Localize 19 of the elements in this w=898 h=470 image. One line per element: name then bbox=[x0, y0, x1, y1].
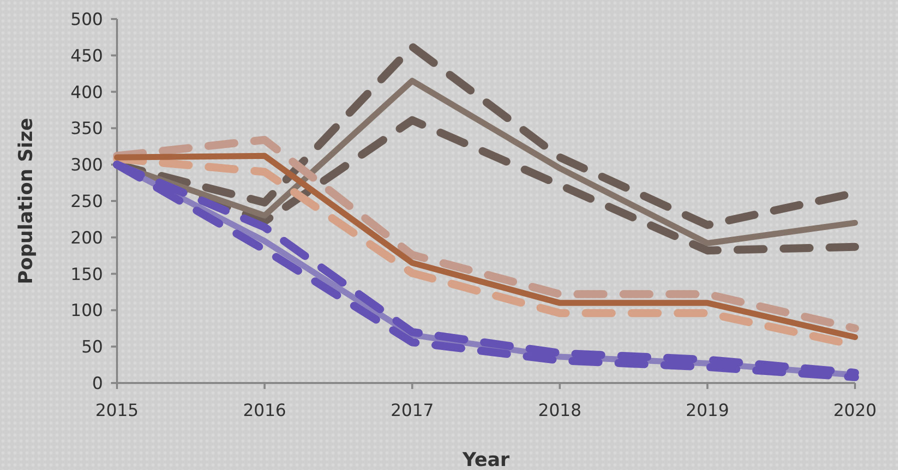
x-tick-label: 2018 bbox=[538, 401, 582, 421]
y-tick-label: 450 bbox=[70, 46, 103, 66]
y-axis-title: Population Size bbox=[15, 118, 37, 284]
x-tick-label: 2020 bbox=[833, 401, 877, 421]
y-tick-label: 0 bbox=[92, 374, 103, 394]
y-tick-label: 50 bbox=[81, 338, 103, 358]
y-tick-label: 150 bbox=[70, 264, 103, 285]
x-tick-label: 2016 bbox=[242, 401, 286, 421]
y-tick-label: 300 bbox=[70, 156, 103, 176]
y-tick-label: 250 bbox=[70, 192, 103, 212]
x-tick-label: 2017 bbox=[390, 401, 434, 421]
y-tick-label: 200 bbox=[70, 228, 103, 248]
x-tick-label: 2015 bbox=[95, 401, 139, 421]
y-tick-label: 350 bbox=[70, 119, 103, 140]
x-axis-title: Year bbox=[461, 449, 510, 470]
y-tick-label: 100 bbox=[70, 301, 103, 322]
x-tick-label: 2019 bbox=[686, 401, 730, 421]
y-tick-label: 500 bbox=[70, 10, 103, 30]
y-tick-label: 400 bbox=[70, 82, 103, 103]
